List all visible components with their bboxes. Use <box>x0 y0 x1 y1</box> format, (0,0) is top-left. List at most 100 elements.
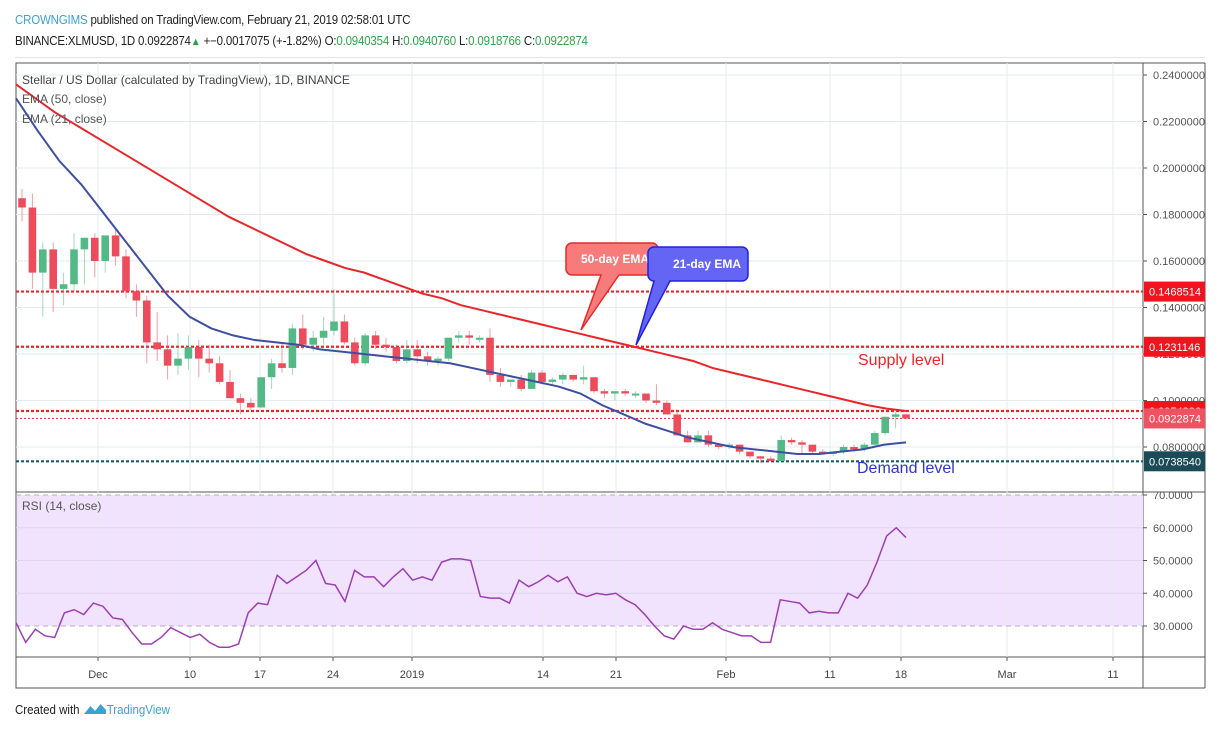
candle-body[interactable] <box>538 372 546 382</box>
candle-body[interactable] <box>340 321 349 343</box>
candle-body[interactable] <box>236 398 245 403</box>
candle-body[interactable] <box>683 435 692 443</box>
open-value: 0.0940354 <box>336 34 390 48</box>
candle-body[interactable] <box>642 393 650 401</box>
candle-body[interactable] <box>91 237 99 261</box>
candle-body[interactable] <box>49 249 57 289</box>
candle-body[interactable] <box>517 379 525 389</box>
ema21-line[interactable] <box>15 97 907 455</box>
candle-body[interactable] <box>798 442 806 445</box>
candle-body[interactable] <box>423 356 432 361</box>
candle-body[interactable] <box>569 374 577 380</box>
candle-body[interactable] <box>871 433 879 445</box>
candle-body[interactable] <box>663 402 671 415</box>
candle-body[interactable] <box>891 414 900 417</box>
candle-body[interactable] <box>590 377 598 392</box>
candle-body[interactable] <box>434 358 442 361</box>
candle-body[interactable] <box>860 444 869 450</box>
candle-body[interactable] <box>839 447 848 452</box>
candle-body[interactable] <box>184 347 193 359</box>
candle-body[interactable] <box>215 363 224 382</box>
candle-body[interactable] <box>309 337 317 345</box>
candle-body[interactable] <box>475 337 484 340</box>
candle-body[interactable] <box>70 249 78 285</box>
candle-body[interactable] <box>28 207 37 273</box>
candle-body[interactable] <box>361 335 369 364</box>
candle-body[interactable] <box>600 391 609 394</box>
candle-body[interactable] <box>767 458 775 461</box>
rsi-legend[interactable]: RSI (14, close) <box>22 499 101 513</box>
candle-body[interactable] <box>132 291 141 301</box>
author-link[interactable]: CROWNGIMS <box>15 13 88 27</box>
candle-body[interactable] <box>611 391 619 394</box>
ema50-line[interactable] <box>15 83 907 412</box>
candle-body[interactable] <box>153 342 161 350</box>
candle-body[interactable] <box>507 379 515 382</box>
candle-body[interactable] <box>111 235 120 257</box>
candle-body[interactable] <box>465 335 473 338</box>
candle-body[interactable] <box>444 337 453 359</box>
candle-body[interactable] <box>392 347 401 361</box>
price-label-last <box>1144 408 1205 429</box>
legend-ema50[interactable]: EMA (50, close) <box>22 92 107 106</box>
candle-body[interactable] <box>143 300 151 343</box>
price-chart[interactable]: Dec 10 17 24 2019 14 21 Feb 11 18 Mar 11 0.2400000 0.… <box>0 0 1220 700</box>
candle-body[interactable] <box>455 335 463 338</box>
candle-body[interactable] <box>715 444 723 447</box>
candle-body[interactable] <box>247 402 255 408</box>
candle-body[interactable] <box>673 414 681 436</box>
candle-body[interactable] <box>18 198 26 208</box>
candle-body[interactable] <box>299 328 307 345</box>
candle-body[interactable] <box>777 440 785 461</box>
rsi-tick-label: 60.0000 <box>1153 523 1193 535</box>
candle-body[interactable] <box>101 235 109 261</box>
candle-body[interactable] <box>559 374 567 380</box>
candle-body[interactable] <box>330 321 338 331</box>
candle-body[interactable] <box>746 451 754 457</box>
candle-body[interactable] <box>288 328 297 368</box>
candle-body[interactable] <box>382 344 390 348</box>
time-label: 11 <box>824 669 835 681</box>
candle-body[interactable] <box>195 347 203 359</box>
candle-body[interactable] <box>371 335 380 345</box>
legend-ema21[interactable]: EMA (21, close) <box>22 112 107 126</box>
candle-body[interactable] <box>403 349 411 361</box>
candle-body[interactable] <box>59 284 68 289</box>
candle-body[interactable] <box>496 374 505 382</box>
symbol-info: BINANCE:XLMUSD, 1D 0.0922874▲ +−0.001707… <box>15 34 588 48</box>
candle-body[interactable] <box>226 381 234 399</box>
candle-body[interactable] <box>756 456 765 459</box>
candle-body[interactable] <box>174 358 182 366</box>
price-label-support <box>1144 451 1205 472</box>
candle-body[interactable] <box>850 447 858 450</box>
candle-body[interactable] <box>257 377 265 408</box>
tradingview-brand-link[interactable]: TradingView <box>106 703 170 717</box>
candle-body[interactable] <box>881 416 889 434</box>
candle-body[interactable] <box>267 363 276 378</box>
candle-body[interactable] <box>631 393 640 396</box>
rsi-line[interactable] <box>15 526 907 649</box>
price-label-text: 0.1468514 <box>1149 287 1201 299</box>
candle-body[interactable] <box>548 379 557 382</box>
publish-info: CROWNGIMS published on TradingView.com, … <box>15 13 411 27</box>
candle-body[interactable] <box>413 349 421 357</box>
candle-body[interactable] <box>122 256 130 292</box>
candle-body[interactable] <box>808 444 817 452</box>
candle-body[interactable] <box>704 435 713 445</box>
candle-body[interactable] <box>319 330 328 338</box>
candle-body[interactable] <box>278 363 286 368</box>
candle-body[interactable] <box>579 377 588 380</box>
candle-body[interactable] <box>652 400 661 403</box>
candle-body[interactable] <box>205 358 213 364</box>
candle-body[interactable] <box>902 414 910 419</box>
open-label: O: <box>324 34 337 48</box>
ema21-callout-label: 21-day EMA <box>673 257 741 271</box>
price-tick-label: 0.2200000 <box>1153 117 1205 129</box>
candle-body[interactable] <box>486 337 494 375</box>
candle-body[interactable] <box>163 349 172 366</box>
candle-body[interactable] <box>787 440 796 443</box>
candle-body[interactable] <box>80 237 89 250</box>
time-label: 18 <box>895 669 907 681</box>
candle-body[interactable] <box>621 391 629 394</box>
candle-body[interactable] <box>39 249 47 273</box>
